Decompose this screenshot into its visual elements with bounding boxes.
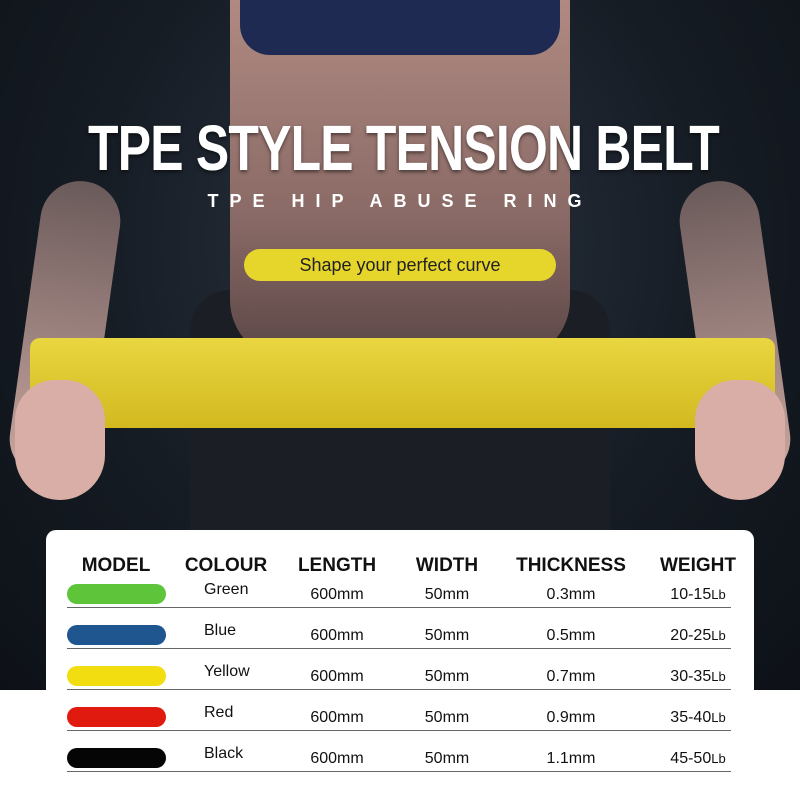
cell-weight: 10-15Lb [670, 585, 725, 604]
colour-swatch [67, 625, 166, 645]
cell-thickness: 0.3mm [546, 586, 596, 603]
row-divider [67, 689, 731, 690]
cell-weight: 35-40Lb [670, 708, 725, 727]
cell-width: 50mm [424, 668, 470, 685]
cell-length: 600mm [310, 627, 364, 644]
weight-unit: Lb [711, 751, 726, 766]
column-header: THICKNESS [516, 555, 626, 576]
cell-colour: Yellow [204, 663, 250, 680]
cell-thickness: 0.7mm [546, 668, 596, 685]
torso [230, 0, 570, 360]
row-divider [67, 730, 731, 731]
row-divider [67, 648, 731, 649]
cell-weight: 45-50Lb [670, 749, 725, 768]
weight-value: 30-35 [670, 668, 712, 685]
cell-width: 50mm [424, 627, 470, 644]
weight-value: 35-40 [670, 709, 712, 726]
column-header: MODEL [81, 555, 151, 576]
cell-colour: Red [204, 704, 234, 721]
cell-length: 600mm [310, 586, 364, 603]
banner-subtitle: TPE HIP ABUSE RING [207, 191, 593, 211]
weight-unit: Lb [711, 669, 726, 684]
cell-weight: 30-35Lb [670, 667, 725, 686]
colour-swatch [67, 666, 166, 686]
yellow-resistance-band [30, 338, 775, 428]
row-divider [67, 607, 731, 608]
cell-length: 600mm [310, 668, 364, 685]
cell-thickness: 0.5mm [546, 627, 596, 644]
cell-length: 600mm [310, 709, 364, 726]
tagline-pill: Shape your perfect curve [244, 249, 556, 281]
cell-width: 50mm [424, 586, 470, 603]
cell-thickness: 0.9mm [546, 709, 596, 726]
left-hand [15, 380, 105, 500]
banner-title: TPE STYLE TENSION BELT [88, 112, 720, 184]
row-divider [67, 771, 731, 772]
product-photo [0, 0, 800, 690]
weight-unit: Lb [711, 587, 726, 602]
sports-bra [240, 0, 560, 55]
column-header: LENGTH [297, 555, 377, 576]
cell-colour: Blue [204, 622, 237, 639]
cell-colour: Green [204, 581, 249, 598]
weight-value: 10-15 [670, 586, 712, 603]
right-hand [695, 380, 785, 500]
cell-colour: Black [204, 745, 244, 762]
colour-swatch [67, 748, 166, 768]
colour-swatch [67, 707, 166, 727]
column-header: WIDTH [415, 555, 479, 576]
column-header: COLOUR [184, 555, 268, 576]
weight-value: 45-50 [670, 750, 712, 767]
cell-weight: 20-25Lb [670, 626, 725, 645]
cell-length: 600mm [310, 750, 364, 767]
column-header: WEIGHT [660, 555, 736, 576]
colour-swatch [67, 584, 166, 604]
cell-width: 50mm [424, 709, 470, 726]
weight-unit: Lb [711, 628, 726, 643]
weight-unit: Lb [711, 710, 726, 725]
cell-thickness: 1.1mm [546, 750, 596, 767]
weight-value: 20-25 [670, 627, 712, 644]
cell-width: 50mm [424, 750, 470, 767]
